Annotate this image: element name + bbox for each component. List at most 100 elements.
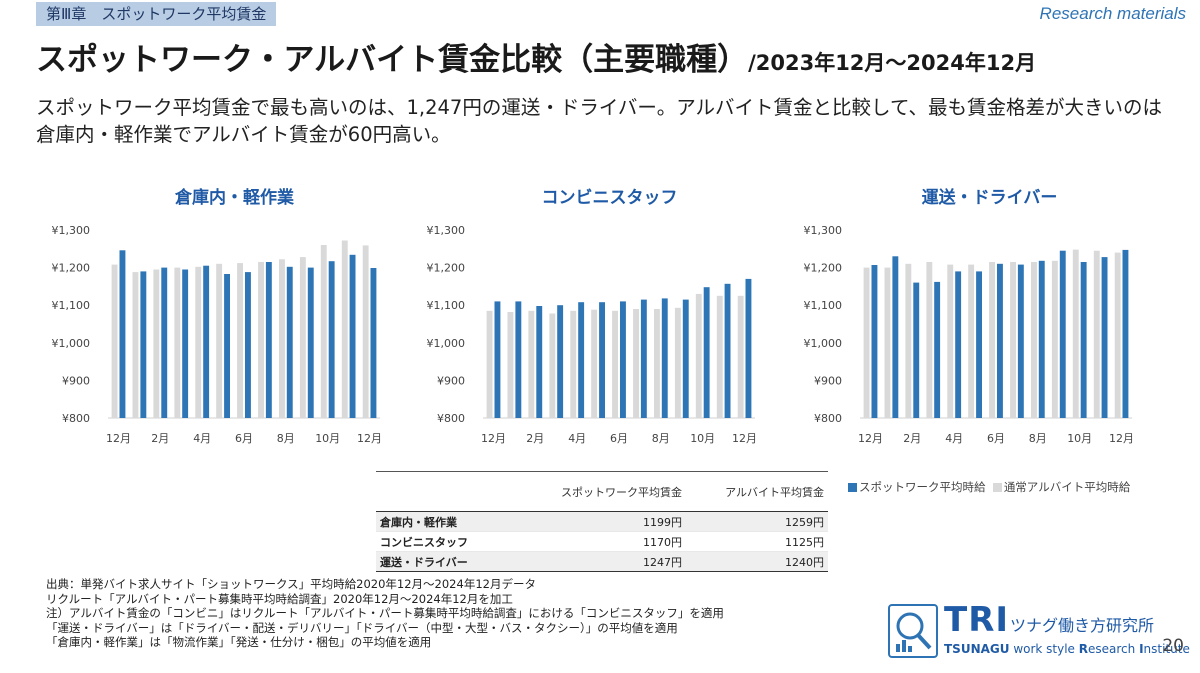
table-row: 運送・ドライバー 1247円 1240円: [376, 551, 828, 572]
bar-baito: [362, 245, 369, 418]
table-cell-baito: 1240円: [686, 551, 828, 572]
bar-baito: [216, 263, 223, 418]
bar-baito: [341, 240, 348, 418]
page-title-range: /2023年12月～2024年12月: [748, 51, 1037, 75]
y-tick-label: ¥1,300: [804, 224, 843, 237]
bar-spot: [1101, 257, 1108, 418]
bar-baito: [258, 262, 264, 418]
y-tick-label: ¥1,100: [804, 299, 843, 312]
bar-spot: [913, 282, 920, 418]
x-tick-label: 10月: [690, 432, 715, 445]
bar-spot: [370, 268, 377, 418]
y-tick-label: ¥1,200: [427, 262, 466, 275]
x-tick-label: 2月: [151, 432, 169, 445]
x-tick-label: 12月: [481, 432, 506, 445]
x-tick-label: 2月: [526, 432, 544, 445]
bar-baito: [153, 269, 160, 418]
bar-spot: [745, 278, 752, 418]
chart-title-warehouse: 倉庫内・軽作業: [175, 188, 294, 208]
bar-baito: [195, 266, 202, 418]
bar-spot: [1038, 260, 1045, 418]
chart-title-driver: 運送・ドライバー: [921, 188, 1058, 208]
bar-spot: [349, 254, 356, 418]
y-tick-label: ¥900: [814, 374, 842, 387]
bar-baito: [863, 267, 870, 418]
bar-spot: [1059, 250, 1066, 418]
bar-spot: [661, 298, 668, 418]
note-line: 出典：単発バイト求人サイト「ショットワークス」平均時給2020年12月～2024…: [46, 577, 536, 591]
y-tick-label: ¥1,000: [804, 337, 843, 350]
bar-baito: [1051, 260, 1058, 418]
source-notes: 出典：単発バイト求人サイト「ショットワークス」平均時給2020年12月～2024…: [46, 577, 724, 650]
bar-spot: [557, 305, 564, 418]
logo-tri-text: TRI: [944, 600, 1010, 640]
bar-baito: [237, 263, 243, 418]
table-cell-spot: 1199円: [546, 511, 686, 532]
bar-spot: [620, 301, 626, 418]
bar-baito: [486, 310, 493, 418]
bar-baito: [549, 313, 556, 418]
bar-spot: [224, 274, 230, 418]
x-tick-label: 6月: [987, 432, 1005, 445]
chart-driver: ¥1,300 ¥1,200 ¥1,100 ¥1,000 ¥900 ¥800 12月 2月 4月 6…: [804, 224, 1135, 445]
bar-spot: [494, 301, 501, 418]
bar-baito: [633, 309, 639, 418]
y-tick-label: ¥900: [437, 374, 465, 387]
bar-spot: [997, 263, 1003, 418]
bar-baito: [279, 259, 285, 418]
legend-label-spot: スポットワーク平均時給: [859, 480, 986, 494]
bar-spot: [955, 271, 962, 418]
note-line: 「運送・ドライバー」は「ドライバー・配送・デリバリー」「ドライバー（中型・大型・…: [46, 620, 678, 635]
bar-spot: [1017, 264, 1024, 418]
summary-table: スポットワーク平均賃金 アルバイト平均賃金 倉庫内・軽作業 1199円 1259…: [376, 471, 828, 572]
bar-baito: [528, 310, 535, 418]
bar-baito: [737, 295, 744, 418]
bar-spot: [1080, 262, 1087, 418]
bar-baito: [299, 257, 306, 418]
table-cell-baito: 1125円: [686, 531, 828, 552]
bar-baito: [1072, 249, 1079, 418]
bar-spot: [245, 272, 251, 418]
note-line: 「倉庫内・軽作業」は「物流作業」「発送・仕分け・梱包」の平均値を適用: [46, 635, 432, 649]
chart-warehouse: ¥1,300 ¥1,200 ¥1,100 ¥1,000 ¥900 ¥800 12月 2月 4月 6…: [52, 224, 383, 445]
bar-spot: [578, 302, 585, 418]
x-tick-label: 4月: [568, 432, 586, 445]
legend-swatch-spot: [848, 483, 857, 492]
y-tick-label: ¥800: [437, 412, 465, 425]
bar-baito: [695, 293, 702, 418]
y-tick-label: ¥1,200: [804, 262, 843, 275]
logo-jp-text: ツナグ働き方研究所: [1010, 616, 1155, 635]
bar-spot: [203, 265, 210, 418]
y-tick-label: ¥1,000: [427, 337, 466, 350]
bar-spot: [307, 267, 314, 418]
x-tick-label: 12月: [858, 432, 883, 445]
bar-spot: [536, 306, 543, 418]
bar-baito: [320, 245, 327, 418]
bar-baito: [716, 295, 723, 418]
y-tick-label: ¥1,100: [52, 299, 91, 312]
x-tick-label: 12月: [357, 432, 382, 445]
research-materials-label: Research materials: [1039, 4, 1186, 23]
tri-logo: TRI ツナグ働き方研究所 TSUNAGU work style Researc…: [888, 600, 1190, 662]
bar-spot: [703, 287, 710, 418]
bar-spot: [328, 261, 335, 418]
table-row: 倉庫内・軽作業 1199円 1259円: [376, 511, 828, 532]
y-tick-label: ¥1,100: [427, 299, 466, 312]
y-tick-label: ¥800: [62, 412, 90, 425]
bar-baito: [570, 310, 577, 418]
bar-baito: [989, 262, 995, 418]
chart-legend: スポットワーク平均時給 通常アルバイト平均時給: [848, 479, 1130, 495]
bar-baito: [612, 310, 618, 418]
y-tick-label: ¥1,200: [52, 262, 91, 275]
bar-baito: [905, 263, 912, 418]
bar-spot: [724, 283, 731, 418]
magnifier-chart-icon: [888, 604, 938, 658]
bar-baito: [1031, 262, 1037, 418]
bar-baito: [947, 264, 954, 418]
bar-baito: [111, 264, 118, 418]
x-tick-label: 6月: [235, 432, 253, 445]
x-tick-label: 4月: [945, 432, 963, 445]
y-tick-label: ¥1,300: [52, 224, 91, 237]
table-row-label: コンビニスタッフ: [376, 531, 546, 552]
bar-spot: [265, 262, 272, 418]
